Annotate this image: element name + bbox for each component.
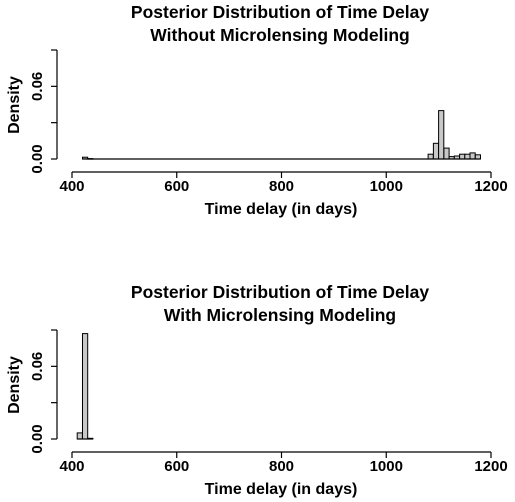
y-tick-label: 0.00: [29, 424, 46, 453]
chart-panel-2: Posterior Distribution of Time Delay With…: [6, 282, 508, 498]
x-tick-label: 1200: [474, 458, 507, 475]
x-tick-label: 800: [269, 178, 294, 195]
y-axis-label: Density: [6, 76, 23, 134]
chart-title-line-2: Without Microlensing Modeling: [150, 25, 409, 45]
histogram-bar: [432, 142, 440, 160]
histogram-bar: [443, 147, 450, 160]
y-axis-label: Density: [6, 356, 23, 414]
histogram-bar: [427, 153, 434, 160]
chart-title-line-1: Posterior Distribution of Time Delay: [131, 282, 429, 302]
histogram-bar: [469, 152, 476, 160]
x-tick-label: 1200: [474, 178, 507, 195]
x-tick-label: 1000: [370, 458, 403, 475]
x-tick-label: 600: [164, 178, 189, 195]
histogram-bar: [82, 333, 89, 440]
chart-title-line-1: Posterior Distribution of Time Delay: [131, 2, 429, 22]
x-tick-label: 400: [59, 458, 84, 475]
x-tick-label: 400: [59, 178, 84, 195]
y-tick-label: 0.06: [29, 352, 46, 381]
histogram-bar: [474, 154, 481, 160]
histogram-bar: [464, 153, 471, 160]
histogram-bar: [438, 110, 445, 160]
x-tick-label: 800: [269, 458, 294, 475]
x-tick-label: 1000: [370, 178, 403, 195]
y-tick-label: 0.00: [29, 144, 46, 173]
x-tick-label: 600: [164, 458, 189, 475]
chart-title-line-2: With Microlensing Modeling: [164, 305, 396, 325]
histogram-bar: [459, 153, 466, 160]
x-axis-label: Time delay (in days): [205, 481, 358, 498]
x-axis-label: Time delay (in days): [205, 201, 358, 218]
histogram-bar: [76, 432, 83, 440]
y-tick-label: 0.06: [29, 72, 46, 101]
chart-panel-1: Posterior Distribution of Time Delay With…: [6, 2, 508, 218]
